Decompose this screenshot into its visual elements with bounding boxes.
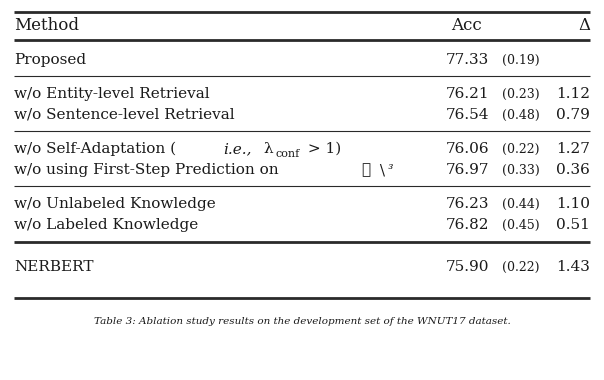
Text: \: \ (374, 163, 390, 177)
Text: 0.79: 0.79 (556, 108, 590, 122)
Text: 1.12: 1.12 (556, 87, 590, 101)
Text: 75.90: 75.90 (446, 260, 489, 274)
Text: (0.23): (0.23) (502, 87, 539, 100)
Text: Δ: Δ (578, 17, 590, 35)
Text: 0.51: 0.51 (556, 218, 590, 232)
Text: i.e.,: i.e., (223, 142, 252, 156)
Text: 77.33: 77.33 (446, 53, 489, 67)
Text: (0.48): (0.48) (502, 109, 540, 122)
Text: Proposed: Proposed (14, 53, 86, 67)
Text: ℰ: ℰ (362, 163, 371, 177)
Text: Table 3: Ablation study results on the development set of the WNUT17 dataset.: Table 3: Ablation study results on the d… (94, 318, 510, 326)
Text: (0.44): (0.44) (502, 198, 540, 211)
Text: (0.22): (0.22) (502, 261, 539, 274)
Text: 76.97: 76.97 (446, 163, 489, 177)
Text: 76.82: 76.82 (446, 218, 489, 232)
Text: (0.45): (0.45) (502, 218, 539, 231)
Text: w/o Unlabeled Knowledge: w/o Unlabeled Knowledge (14, 197, 216, 211)
Text: 76.54: 76.54 (446, 108, 489, 122)
Text: Acc: Acc (451, 17, 481, 35)
Text: 1.43: 1.43 (556, 260, 590, 274)
Text: 76.23: 76.23 (446, 197, 489, 211)
Text: 76.21: 76.21 (446, 87, 490, 101)
Text: 1.10: 1.10 (556, 197, 590, 211)
Text: 0.36: 0.36 (556, 163, 590, 177)
Text: 76.06: 76.06 (446, 142, 490, 156)
Text: Method: Method (14, 17, 79, 35)
Text: w/o using First-Step Prediction on: w/o using First-Step Prediction on (14, 163, 283, 177)
Text: > 1): > 1) (303, 142, 342, 156)
Text: w/o Labeled Knowledge: w/o Labeled Knowledge (14, 218, 198, 232)
Text: (0.19): (0.19) (502, 54, 539, 66)
Text: w/o Entity-level Retrieval: w/o Entity-level Retrieval (14, 87, 210, 101)
Text: NERBERT: NERBERT (14, 260, 94, 274)
Text: λ: λ (263, 142, 272, 156)
Text: (0.22): (0.22) (502, 142, 539, 155)
Text: 1.27: 1.27 (556, 142, 590, 156)
Text: w/o Sentence-level Retrieval: w/o Sentence-level Retrieval (14, 108, 234, 122)
Text: w/o Self-Adaptation (: w/o Self-Adaptation ( (14, 142, 176, 156)
Text: (0.33): (0.33) (502, 163, 540, 176)
Text: conf: conf (275, 149, 300, 159)
Text: ᵌ: ᵌ (388, 163, 393, 177)
